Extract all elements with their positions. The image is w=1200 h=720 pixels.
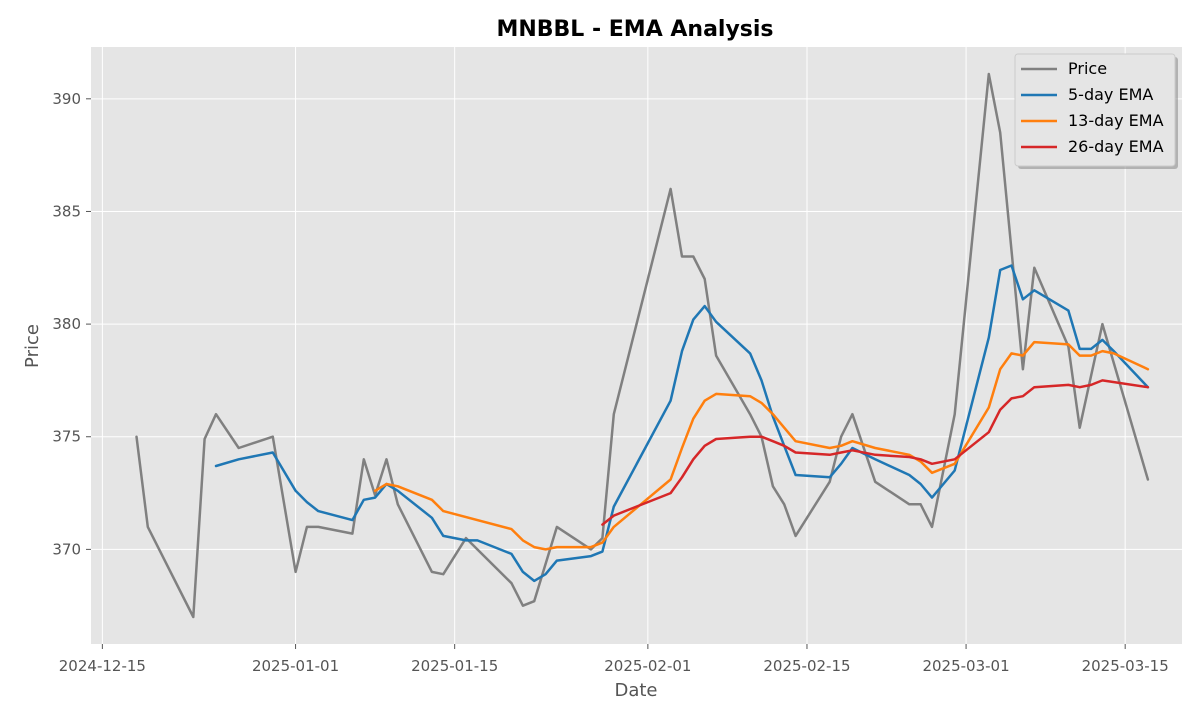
series-line-13-day-ema xyxy=(373,340,1150,551)
x-tick-label: 2025-03-15 xyxy=(1082,657,1169,675)
y-tick-label: 375 xyxy=(52,428,81,446)
y-tick-label: 370 xyxy=(52,540,81,558)
legend-label-price: Price xyxy=(1068,59,1107,78)
legend-box xyxy=(1014,53,1176,167)
chart-legend: Price 5-day EMA 13-day EMA 26-day EMA xyxy=(1014,53,1178,169)
x-tick-label: 2025-02-15 xyxy=(763,657,850,675)
legend-label-5-day-ema: 5-day EMA xyxy=(1068,85,1153,104)
x-tick-label: 2025-02-01 xyxy=(604,657,691,675)
x-axis-ticks: 2024-12-15 2025-01-01 2025-01-15 2025-02-01… xyxy=(59,644,1169,675)
x-tick-label: 2025-03-01 xyxy=(922,657,1009,675)
y-tick-label: 380 xyxy=(52,315,81,333)
x-tick-label: 2025-01-15 xyxy=(411,657,498,675)
series-line-26-day-ema xyxy=(601,379,1150,526)
series-layer xyxy=(135,72,1150,619)
series-line-5-day-ema xyxy=(214,264,1150,583)
x-tick-label: 2024-12-15 xyxy=(59,657,146,675)
y-tick-label: 385 xyxy=(52,202,81,220)
y-axis-label: Price xyxy=(22,324,43,368)
y-axis-ticks: 370 375 380 385 390 xyxy=(52,90,91,558)
plot-area xyxy=(91,47,1182,644)
series-line-price xyxy=(135,72,1150,619)
legend-label-13-day-ema: 13-day EMA xyxy=(1068,111,1164,130)
y-tick-label: 390 xyxy=(52,90,81,108)
legend-label-26-day-ema: 26-day EMA xyxy=(1068,137,1164,156)
chart-title: MNBBL - EMA Analysis xyxy=(496,17,773,42)
x-tick-label: 2025-01-01 xyxy=(252,657,339,675)
x-axis-label: Date xyxy=(614,680,657,701)
